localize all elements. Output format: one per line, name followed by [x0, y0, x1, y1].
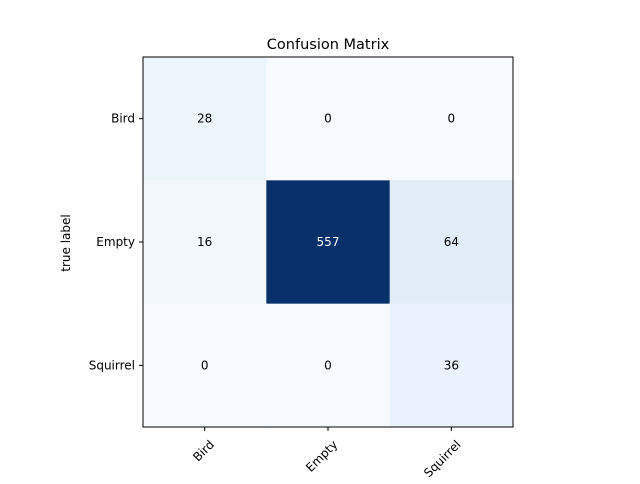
y-tick-label: Squirrel: [89, 358, 135, 372]
plot-frame: [142, 56, 514, 428]
cell-value-label: 0: [201, 358, 209, 372]
matrix-cell: [143, 303, 267, 428]
cell-value-label: 36: [444, 358, 459, 372]
cell-value-label: 557: [317, 235, 340, 249]
cell-value-label: 28: [197, 112, 212, 126]
matrix-cell: [389, 57, 514, 181]
matrix-cell: [143, 180, 267, 305]
y-axis-ticks: Bird Empty Squirrel: [89, 112, 143, 372]
matrix-cell: [143, 57, 267, 181]
y-axis-label: true label: [59, 214, 73, 271]
x-tick-label: Squirrel: [421, 437, 464, 480]
matrix-cell: [266, 57, 391, 181]
matrix-cell: [389, 303, 514, 428]
matrix-cell: [266, 180, 391, 305]
x-axis-ticks: Bird Empty Squirrel: [190, 427, 464, 480]
y-tick-label: Bird: [111, 112, 135, 126]
matrix-cell: [266, 303, 391, 428]
chart-title: Confusion Matrix: [267, 37, 390, 53]
cell-value-label: 64: [444, 235, 459, 249]
cell-value-label: 0: [324, 112, 332, 126]
cell-value-label: 16: [197, 235, 212, 249]
x-tick-label: Empty: [303, 437, 340, 474]
x-tick-label: Bird: [190, 437, 217, 464]
matrix-cell: [389, 180, 514, 305]
y-tick-label: Empty: [96, 235, 135, 249]
cell-value-label: 0: [448, 112, 456, 126]
cell-value-label: 0: [324, 358, 332, 372]
matrix-cells: [143, 57, 514, 428]
matrix-cell-labels: 28 0 0 16 557 64 0 0 36: [197, 112, 459, 373]
